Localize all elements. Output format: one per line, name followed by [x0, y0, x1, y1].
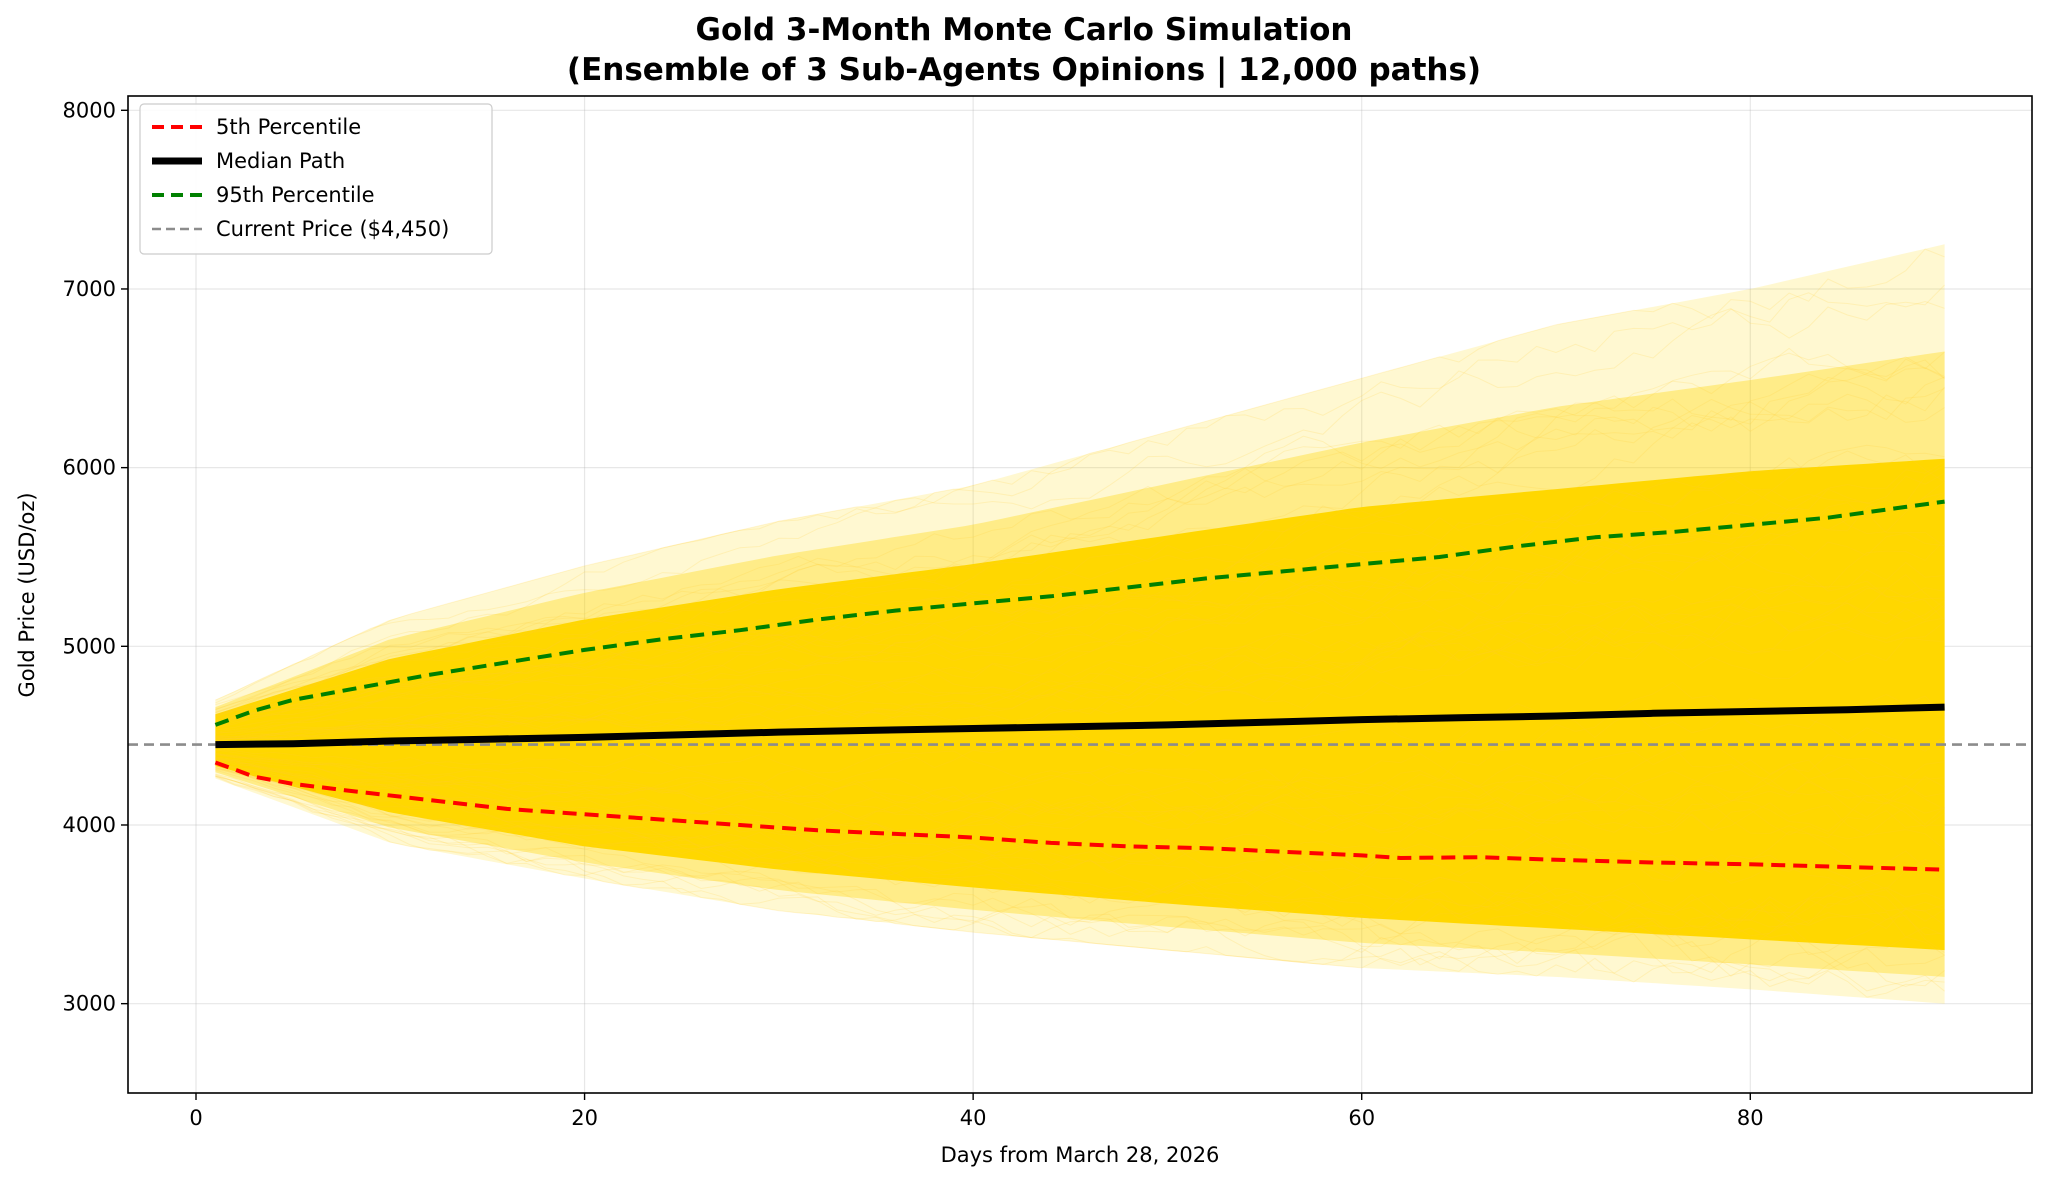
simulated-path	[215, 757, 1945, 836]
simulated-path	[215, 492, 1945, 725]
chart-subtitle: (Ensemble of 3 Sub-Agents Opinions | 12,…	[567, 52, 1481, 88]
simulated-path	[215, 580, 1945, 735]
simulated-path	[215, 284, 1945, 706]
simulated-path	[215, 775, 1945, 956]
simulated-path	[215, 376, 1945, 714]
simulated-path	[215, 461, 1945, 724]
simulated-path	[215, 763, 1945, 890]
simulated-path	[215, 492, 1945, 729]
x-tick-label: 80	[1737, 1106, 1764, 1130]
simulated-path	[215, 376, 1945, 716]
legend-box	[139, 103, 493, 255]
simulated-path	[215, 754, 1945, 832]
y-axis-label: Gold Price (USD/oz)	[15, 492, 39, 697]
fan-dense-band	[215, 458, 1945, 951]
simulated-path	[215, 450, 1945, 721]
simulated-path	[215, 359, 1945, 715]
simulated-path	[215, 758, 1945, 839]
simulated-path	[215, 621, 1945, 740]
simulated-path	[215, 766, 1945, 932]
series-95th-percentile	[214, 499, 1945, 727]
simulated-path	[215, 756, 1945, 832]
simulated-path	[215, 248, 1945, 701]
simulated-path	[215, 587, 1945, 740]
simulated-path	[215, 774, 1945, 987]
simulation-paths-fan	[215, 244, 1945, 1004]
simulated-path	[215, 766, 1945, 937]
simulated-path	[215, 351, 1945, 713]
simulated-path	[215, 464, 1945, 724]
simulated-path	[215, 753, 1945, 831]
simulated-path	[215, 481, 1945, 728]
y-tick-label: 7000	[63, 277, 116, 301]
simulated-path	[215, 754, 1945, 833]
simulated-path	[215, 775, 1945, 980]
simulated-path	[215, 773, 1945, 983]
y-tick-label: 4000	[63, 813, 116, 837]
simulated-path	[215, 768, 1945, 937]
simulated-path	[215, 292, 1945, 704]
y-axis-ticks: 3000 4000 5000 6000 7000 8000	[63, 98, 128, 1016]
x-tick-label: 0	[189, 1106, 202, 1130]
x-axis-label: Days from March 28, 2026	[941, 1143, 1220, 1167]
simulated-path	[215, 574, 1945, 738]
simulated-path	[215, 512, 1945, 734]
simulated-path	[215, 585, 1945, 738]
simulated-path	[215, 611, 1945, 738]
simulated-path	[215, 347, 1945, 710]
simulated-path	[215, 539, 1945, 731]
x-axis-ticks: 0 20 40 60 80	[189, 1093, 1764, 1130]
plot-frame	[127, 95, 2033, 1094]
simulated-path	[215, 602, 1945, 744]
simulated-path	[215, 759, 1945, 850]
legend-label: Median Path	[216, 149, 345, 173]
y-tick-label: 3000	[63, 992, 116, 1016]
simulated-path	[215, 472, 1945, 726]
simulated-path	[215, 393, 1945, 718]
simulated-path	[215, 764, 1945, 901]
series-median-path	[215, 703, 1945, 749]
simulated-path	[215, 585, 1945, 741]
y-tick-label: 6000	[63, 456, 116, 480]
y-tick-label: 5000	[63, 634, 116, 658]
x-tick-label: 20	[571, 1106, 598, 1130]
simulated-path	[215, 599, 1945, 740]
simulated-path	[215, 757, 1945, 840]
simulated-path	[215, 769, 1945, 930]
legend: 5th Percentile Median Path 95th Percentile…	[139, 103, 493, 255]
simulated-path	[215, 775, 1945, 992]
simulated-path	[215, 776, 1945, 998]
legend-label: 5th Percentile	[216, 115, 361, 139]
legend-label: Current Price ($4,450)	[216, 217, 449, 241]
simulated-path	[215, 746, 1945, 830]
x-tick-label: 40	[960, 1106, 987, 1130]
simulated-path	[215, 352, 1945, 711]
simulated-path	[215, 698, 1945, 786]
simulated-path	[215, 561, 1945, 737]
simulated-path	[215, 681, 1945, 789]
simulated-path	[215, 775, 1945, 982]
chart-title: Gold 3-Month Monte Carlo Simulation	[696, 12, 1353, 48]
legend-label: 95th Percentile	[216, 183, 375, 207]
y-tick-label: 8000	[63, 98, 116, 122]
simulated-path	[215, 387, 1945, 717]
simulated-path	[215, 532, 1945, 733]
x-tick-label: 60	[1348, 1106, 1375, 1130]
series-lines	[214, 499, 1945, 872]
simulated-path	[215, 768, 1945, 936]
simulated-path	[215, 742, 1945, 805]
series-5th-percentile	[214, 760, 1945, 872]
simulated-path	[215, 765, 1945, 931]
